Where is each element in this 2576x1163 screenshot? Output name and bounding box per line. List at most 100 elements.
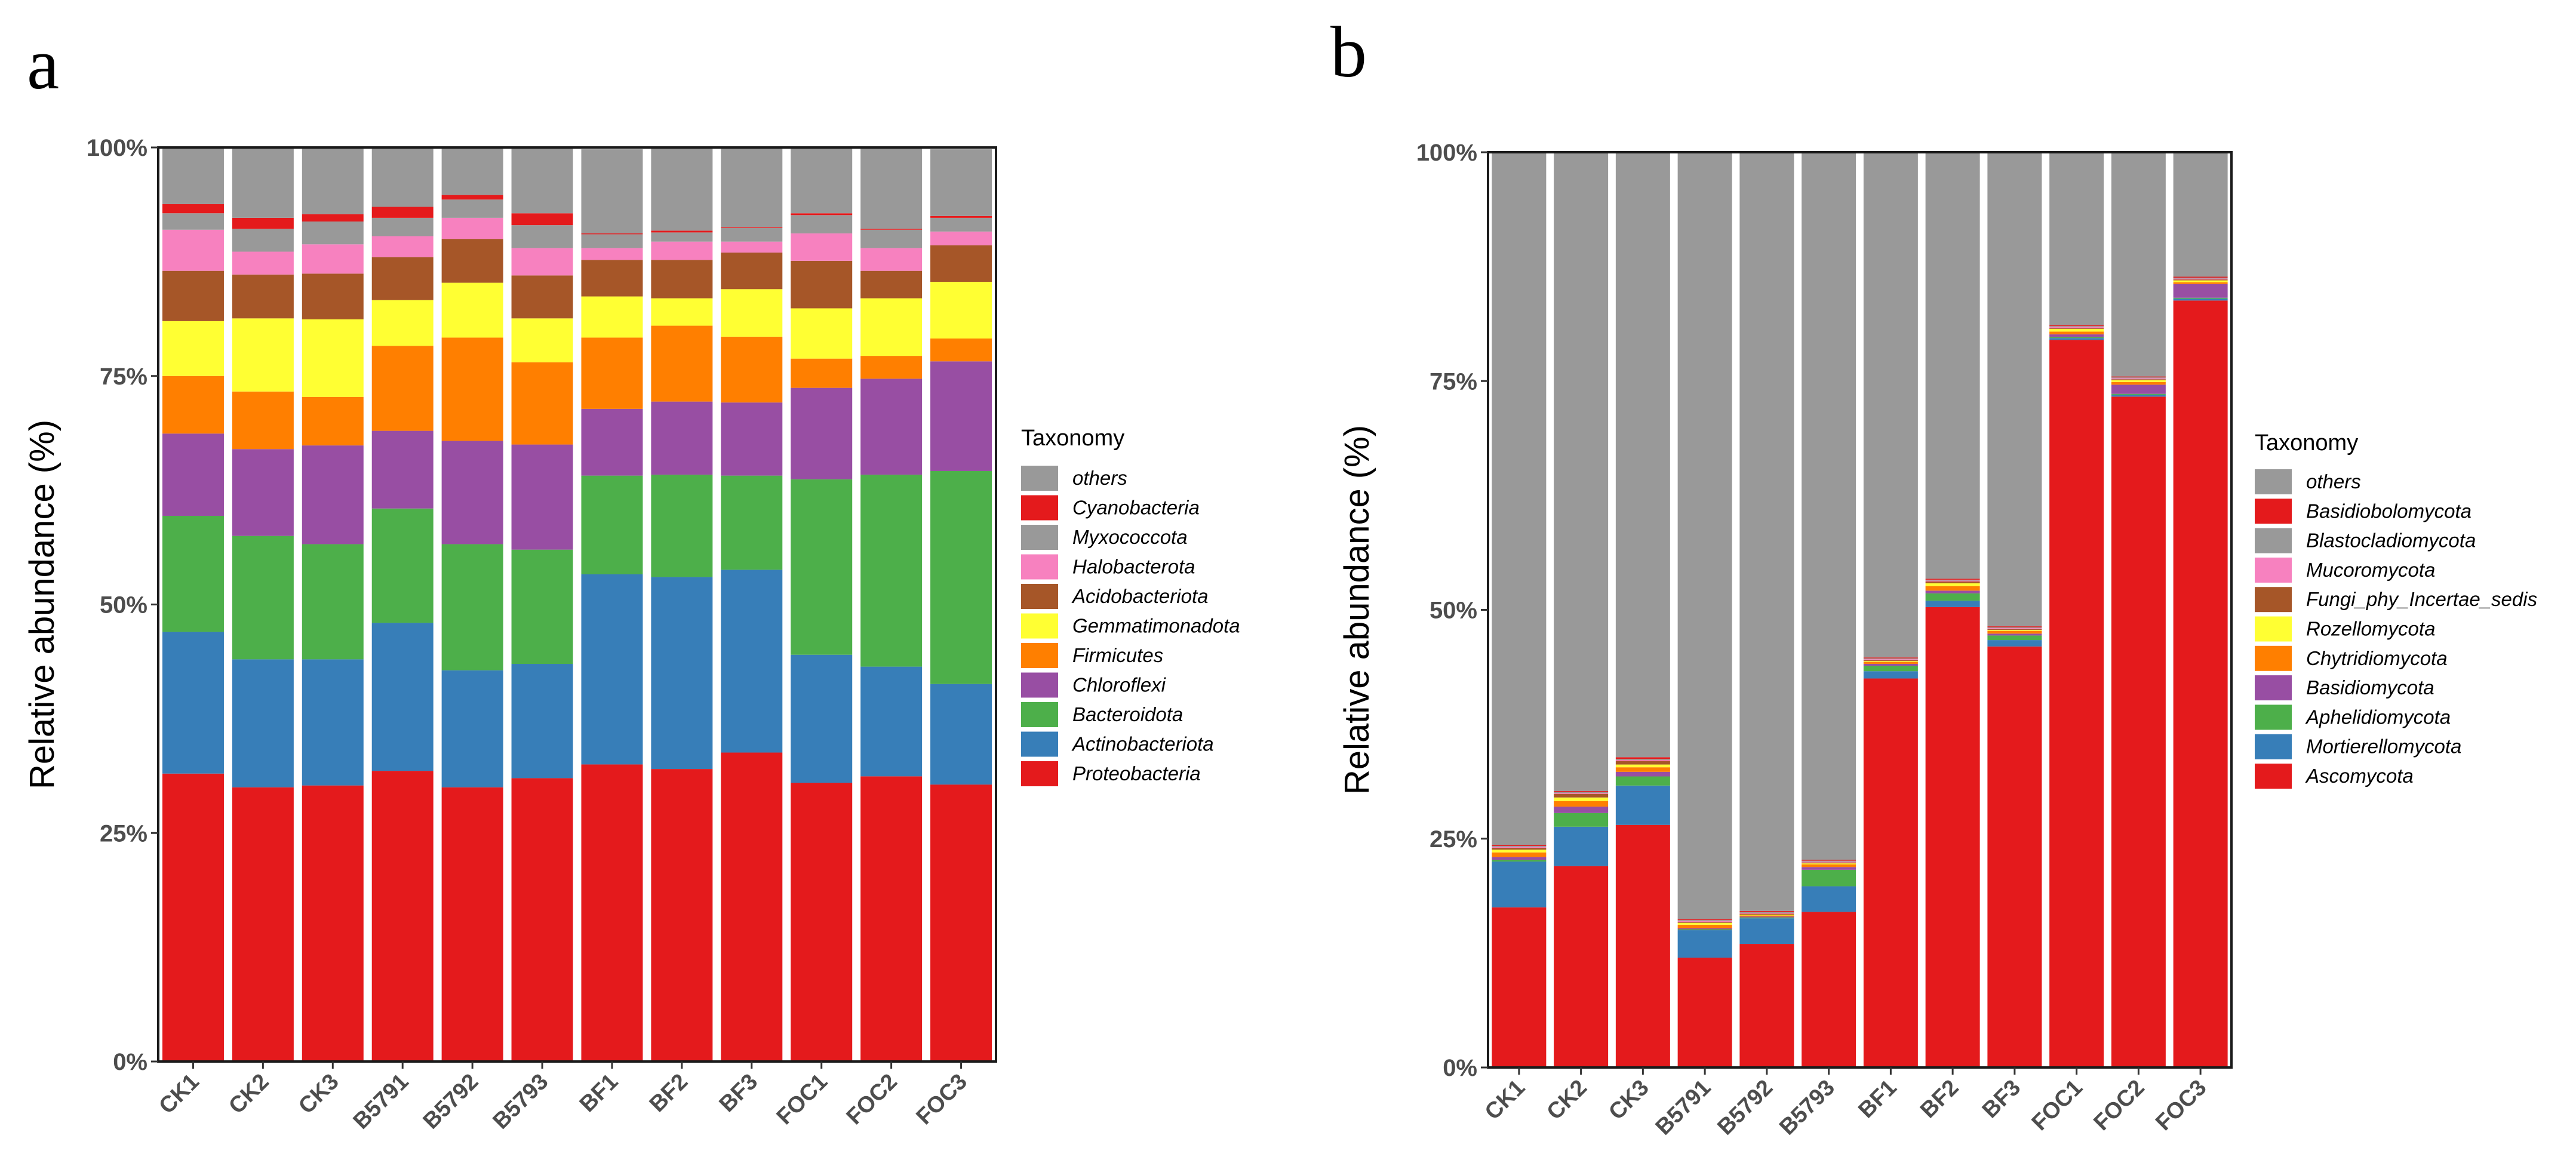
bar-segment-b5791-fungi-phy-incertae-sedis — [1677, 922, 1732, 923]
bar-segment-bf3-fungi-phy-incertae-sedis — [1987, 629, 2042, 630]
bar-segment-bf2-mucoromycota — [1925, 580, 1980, 582]
bar-segment-b5791-proteobacteria — [371, 771, 434, 1062]
legend-title-b: Taxonomy — [2255, 430, 2358, 456]
bar-segment-bf3-others — [721, 147, 783, 227]
bar-segment-ck2-acidobacteriota — [232, 274, 294, 319]
legend-label-a-cyanobacteria: Cyanobacteria — [1072, 497, 1200, 519]
legend-swatch-a-bacteroidota — [1021, 702, 1058, 727]
bar-segment-b5793-bacteroidota — [511, 549, 573, 664]
bar-segment-ck2-ascomycota — [1554, 866, 1609, 1067]
y-tick-label-0: 0% — [113, 1049, 147, 1075]
legend-label-a-firmicutes: Firmicutes — [1072, 644, 1163, 666]
legend-label-b-aphelidiomycota: Aphelidiomycota — [2305, 706, 2451, 728]
bar-segment-bf2-myxococcota — [651, 232, 713, 242]
bar-segment-bf3-chloroflexi — [721, 402, 783, 476]
bar-segment-ck3-others — [302, 147, 364, 214]
bar-segment-foc3-acidobacteriota — [930, 245, 992, 282]
bar-segment-foc3-cyanobacteria — [930, 216, 992, 218]
bar-segment-ck1-chytridiomycota — [1492, 852, 1547, 857]
bar-segment-ck2-firmicutes — [232, 391, 294, 450]
x-tick-label-ck2: CK2 — [1542, 1075, 1592, 1125]
bar-segment-foc2-bacteroidota — [860, 475, 923, 667]
legend-swatch-b-blastocladiomycota — [2255, 528, 2292, 553]
bar-segment-b5793-chloroflexi — [511, 444, 573, 550]
bar-segment-foc1-others — [791, 147, 853, 214]
bar-segment-foc2-halobacterota — [860, 248, 923, 271]
bar-segment-ck1-basidiomycota — [1492, 857, 1547, 860]
bar-segment-bf1-aphelidiomycota — [1863, 666, 1918, 672]
bar-segment-ck3-chytridiomycota — [1615, 767, 1670, 772]
bar-segment-bf1-cyanobacteria — [581, 233, 643, 235]
bar-segment-foc3-chytridiomycota — [2173, 282, 2228, 284]
bar-segment-b5791-chloroflexi — [371, 430, 434, 509]
bar-segment-b5792-aphelidiomycota — [1739, 917, 1794, 919]
x-tick-label-b5793: B5793 — [1775, 1075, 1840, 1140]
y-tick-label-2: 50% — [100, 592, 147, 619]
bar-segment-ck3-ascomycota — [1615, 824, 1670, 1067]
bar-segment-bf2-proteobacteria — [651, 769, 713, 1062]
bar-segment-bf3-mortierellomycota — [1987, 640, 2042, 647]
bar-segment-b5793-cyanobacteria — [511, 213, 573, 226]
bar-segment-bf3-others — [1987, 152, 2042, 627]
bar-segment-b5792-firmicutes — [441, 337, 503, 441]
bar-segment-bf1-others — [581, 149, 643, 233]
bar-segment-foc3-bacteroidota — [930, 470, 992, 684]
bar-segment-ck3-actinobacteriota — [302, 659, 364, 786]
bar-segment-ck2-halobacterota — [232, 251, 294, 275]
bar-segment-foc2-others — [2111, 152, 2166, 377]
bar-segment-foc2-ascomycota — [2111, 396, 2166, 1067]
bar-segment-foc1-others — [2049, 152, 2104, 325]
x-tick-label-bf3: BF3 — [1978, 1075, 2025, 1123]
bar-segment-ck2-mucoromycota — [1554, 793, 1609, 794]
bar-segment-foc3-firmicutes — [930, 338, 992, 362]
bar-segment-ck2-mortierellomycota — [1554, 826, 1609, 866]
bar-segment-b5792-myxococcota — [441, 199, 503, 218]
bar-segment-b5792-ascomycota — [1739, 944, 1794, 1067]
bar-segment-ck3-chloroflexi — [302, 445, 364, 544]
bar-segment-b5793-mucoromycota — [1802, 862, 1856, 863]
bar-segment-foc1-rozellomycota — [2049, 328, 2104, 332]
legend-swatch-b-rozellomycota — [2255, 616, 2292, 642]
bar-segment-b5792-gemmatimonadota — [441, 282, 503, 338]
bar-segment-foc1-acidobacteriota — [791, 260, 853, 309]
bar-segment-ck1-others — [1492, 152, 1547, 845]
legend-label-b-basidiomycota: Basidiomycota — [2306, 676, 2434, 699]
bar-segment-bf3-gemmatimonadota — [721, 289, 783, 337]
bar-segment-b5792-rozellomycota — [1739, 914, 1794, 916]
bar-segment-ck2-aphelidiomycota — [1554, 813, 1609, 827]
bar-segment-foc1-cyanobacteria — [791, 213, 853, 216]
bar-segment-b5792-fungi-phy-incertae-sedis — [1739, 913, 1794, 915]
bar-segment-b5793-chytridiomycota — [1802, 864, 1856, 867]
bar-segment-ck1-proteobacteria — [162, 773, 224, 1062]
x-tick-label-b5791: B5791 — [1651, 1075, 1716, 1140]
legend-label-a-proteobacteria: Proteobacteria — [1072, 762, 1201, 784]
legend-label-b-mucoromycota: Mucoromycota — [2306, 559, 2435, 581]
bar-segment-b5791-basidiobolomycota — [1677, 919, 1732, 921]
y-tick-label-1: 25% — [100, 820, 147, 847]
bar-segment-foc1-ascomycota — [2049, 340, 2104, 1067]
bar-segment-b5791-cyanobacteria — [371, 207, 434, 218]
bar-segment-bf3-rozellomycota — [1987, 630, 2042, 631]
bar-segment-foc1-gemmatimonadota — [791, 308, 853, 359]
bar-segment-ck1-ascomycota — [1492, 907, 1547, 1067]
bar-segment-bf1-mucoromycota — [1863, 659, 1918, 660]
x-tick-label-b5793: B5793 — [488, 1069, 554, 1134]
bar-segment-ck1-halobacterota — [162, 229, 224, 271]
legend-swatch-a-halobacterota — [1021, 554, 1058, 580]
bar-segment-ck3-blastocladiomycota — [1615, 759, 1670, 760]
bar-segment-ck3-basidiobolomycota — [1615, 757, 1670, 759]
bar-segment-ck2-basidiomycota — [1554, 807, 1609, 813]
x-tick-label-foc1: FOC1 — [772, 1069, 832, 1130]
bar-segment-bf3-basidiomycota — [1987, 633, 2042, 636]
bar-segment-b5791-others — [371, 147, 434, 207]
x-tick-label-ck2: CK2 — [224, 1069, 273, 1119]
bar-segment-bf2-chloroflexi — [651, 401, 713, 475]
bar-segment-ck3-mortierellomycota — [1615, 785, 1670, 825]
bar-segment-ck2-proteobacteria — [232, 787, 294, 1062]
bar-segment-bf3-blastocladiomycota — [1987, 627, 2042, 629]
bar-segment-bf2-cyanobacteria — [651, 230, 713, 233]
legend-swatch-b-basidiobolomycota — [2255, 499, 2292, 524]
bar-segment-b5792-proteobacteria — [441, 787, 503, 1062]
